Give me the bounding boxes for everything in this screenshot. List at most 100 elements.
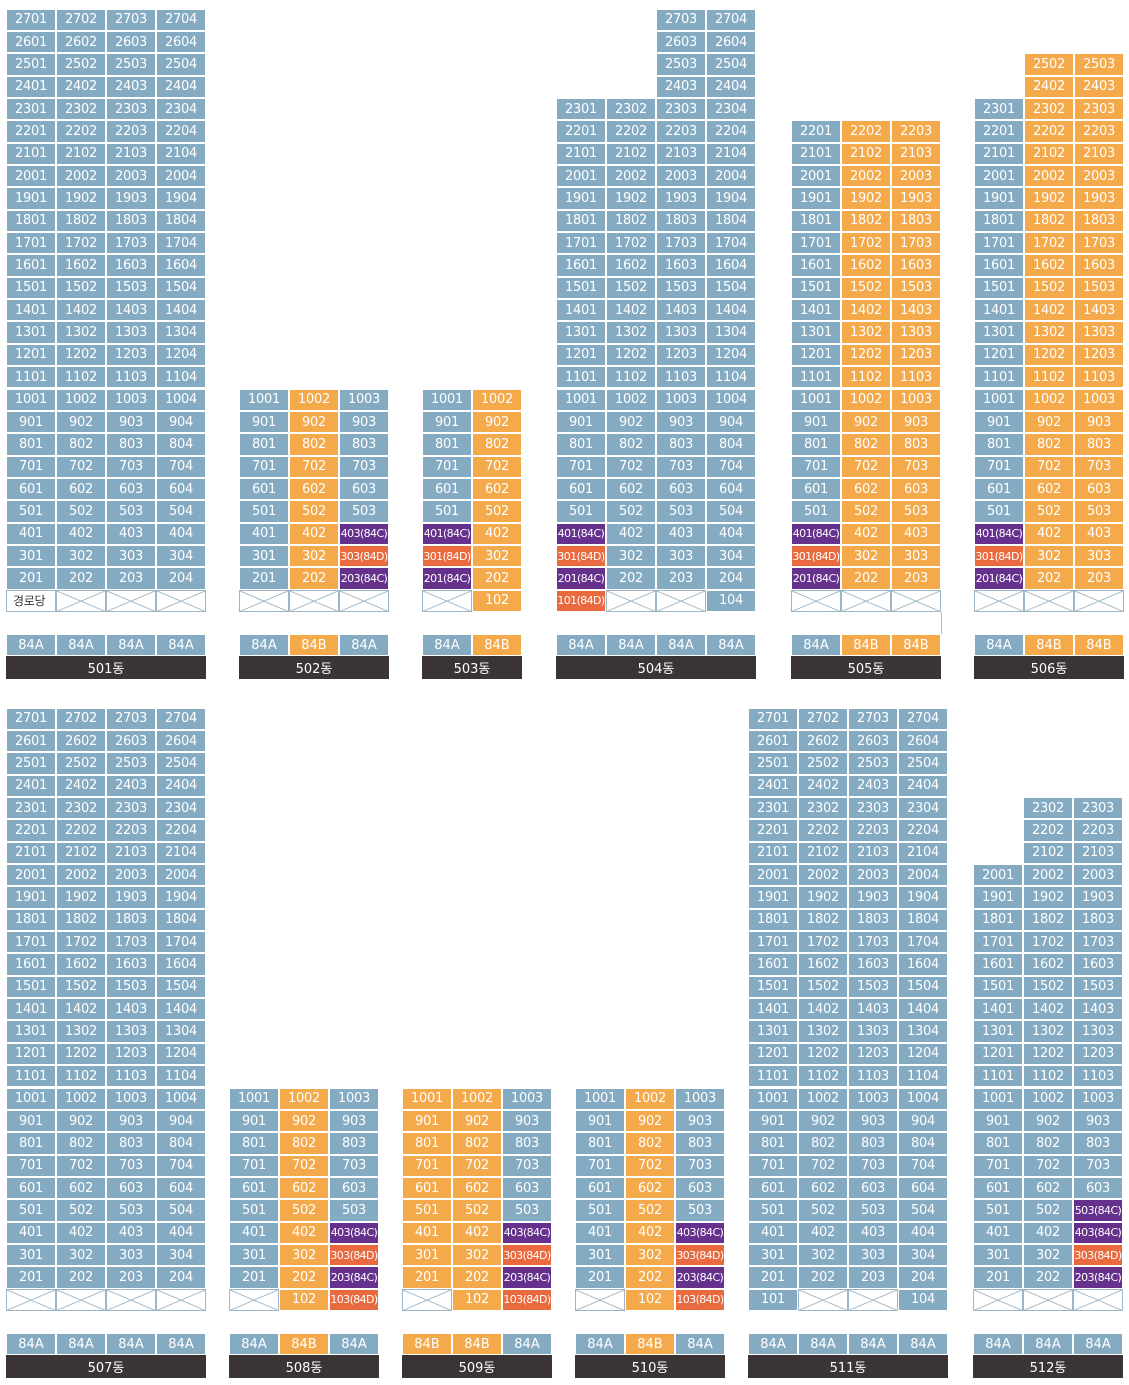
unit-cell: 2003 — [891, 165, 941, 188]
unit-cell: 404 — [156, 522, 206, 545]
unit-type-cell: 84A — [339, 634, 389, 656]
unit-cell: 2002 — [56, 165, 106, 188]
cross-icon — [57, 1289, 105, 1310]
unit-cell: 803 — [329, 1132, 379, 1155]
unit-cell: 2204 — [156, 819, 206, 842]
unit-cell: 702 — [452, 1154, 502, 1177]
unit-cell: 1102 — [56, 1065, 106, 1088]
unit-cell: 1403 — [656, 299, 706, 322]
unit-cell: 1402 — [841, 299, 891, 322]
unit-cell: 702 — [841, 455, 891, 478]
unit-cell: 103(84D) — [502, 1288, 552, 1311]
unit-cell: 1303 — [1073, 1020, 1123, 1043]
unit-cell: 1001 — [575, 1087, 625, 1110]
unit-cell: 2603 — [106, 729, 156, 753]
unit-cell: 903 — [106, 410, 156, 434]
unit-cell: 2202 — [56, 819, 106, 842]
unit-cell: 202 — [472, 567, 522, 590]
empty-unit-cell — [106, 589, 156, 612]
unit-cell: 1704 — [706, 232, 756, 255]
unit-cell: 104 — [898, 1288, 948, 1311]
unit-cell: 102 — [625, 1288, 675, 1311]
unit-cell: 1002 — [472, 388, 522, 411]
unit-cell: 802 — [798, 1132, 848, 1155]
unit-cell: 2702 — [56, 8, 106, 31]
unit-cell: 1102 — [841, 366, 891, 389]
unit-cell: 501 — [402, 1199, 452, 1222]
cross-icon — [107, 1289, 155, 1310]
unit-cell: 1701 — [6, 232, 56, 255]
empty-unit-cell — [56, 589, 106, 612]
unit-cell: 2303 — [1074, 97, 1124, 121]
unit-cell: 1002 — [452, 1087, 502, 1110]
unit-type-cell: 84A — [56, 634, 106, 656]
unit-cell: 2602 — [56, 729, 106, 753]
unit-cell: 403 — [656, 522, 706, 545]
empty-unit-cell — [798, 1288, 848, 1311]
unit-cell: 1901 — [6, 187, 56, 210]
unit-type-cell: 84B — [472, 634, 522, 656]
unit-cell: 1803 — [1073, 908, 1123, 932]
unit-cell: 2202 — [1024, 120, 1074, 143]
unit-cell: 2303 — [848, 796, 898, 820]
unit-cell: 1103 — [891, 366, 941, 389]
unit-cell: 304 — [156, 1243, 206, 1267]
unit-cell: 702 — [1023, 1154, 1073, 1177]
unit-type-cell: 84A — [422, 634, 472, 656]
empty-unit-cell — [973, 1288, 1023, 1311]
unit-cell: 703 — [1073, 1154, 1123, 1177]
unit-cell: 1804 — [156, 908, 206, 932]
unit-cell: 1102 — [56, 366, 106, 389]
unit-cell: 1103 — [848, 1065, 898, 1088]
unit-cell: 2302 — [1023, 796, 1073, 820]
unit-cell: 603 — [329, 1176, 379, 1200]
unit-cell: 1501 — [973, 975, 1023, 999]
unit-type-cell: 84B — [891, 634, 941, 656]
unit-cell: 902 — [452, 1109, 502, 1133]
unit-cell: 1702 — [56, 232, 106, 255]
cross-icon — [107, 590, 155, 611]
unit-cell: 703 — [1074, 455, 1124, 478]
unit-cell: 2203 — [656, 120, 706, 143]
unit-cell: 1103 — [106, 366, 156, 389]
unit-cell: 602 — [56, 477, 106, 501]
unit-cell: 703 — [106, 455, 156, 478]
unit-cell: 1202 — [1023, 1042, 1073, 1066]
unit-cell: 1004 — [898, 1087, 948, 1110]
unit-type-cell: 84A — [239, 634, 289, 656]
unit-cell: 1803 — [106, 908, 156, 932]
unit-cell: 2002 — [1024, 165, 1074, 188]
unit-cell: 1001 — [974, 388, 1024, 411]
unit-cell: 604 — [156, 1176, 206, 1200]
unit-cell: 1801 — [973, 908, 1023, 932]
unit-cell: 703 — [329, 1154, 379, 1177]
cross-icon — [403, 1289, 451, 1310]
unit-cell: 902 — [1023, 1109, 1073, 1133]
unit-cell: 501 — [6, 500, 56, 523]
empty-unit-cell — [606, 589, 656, 612]
unit-cell: 2402 — [1024, 75, 1074, 98]
unit-cell: 1403 — [1074, 299, 1124, 322]
unit-cell: 204 — [156, 567, 206, 590]
unit-cell: 903 — [848, 1109, 898, 1133]
unit-type-cell: 84A — [106, 1333, 156, 1355]
unit-cell: 402 — [279, 1221, 329, 1244]
unit-cell: 1502 — [798, 975, 848, 999]
unit-cell: 2204 — [156, 120, 206, 143]
unit-cell: 404 — [706, 522, 756, 545]
unit-cell: 2604 — [706, 30, 756, 54]
unit-cell: 1203 — [1073, 1042, 1123, 1066]
unit-cell: 1902 — [606, 187, 656, 210]
unit-type-cell: 84A — [706, 634, 756, 656]
building-label: 512동 — [973, 1355, 1123, 1378]
unit-cell: 1702 — [841, 232, 891, 255]
unit-cell: 1203 — [891, 343, 941, 367]
unit-cell: 1903 — [106, 886, 156, 909]
unit-cell: 2401 — [6, 774, 56, 797]
unit-cell: 301 — [575, 1243, 625, 1267]
unit-cell: 1403 — [848, 998, 898, 1021]
unit-cell: 301 — [229, 1243, 279, 1267]
unit-cell: 703 — [891, 455, 941, 478]
unit-cell: 1902 — [841, 187, 891, 210]
cross-icon — [974, 1289, 1022, 1310]
